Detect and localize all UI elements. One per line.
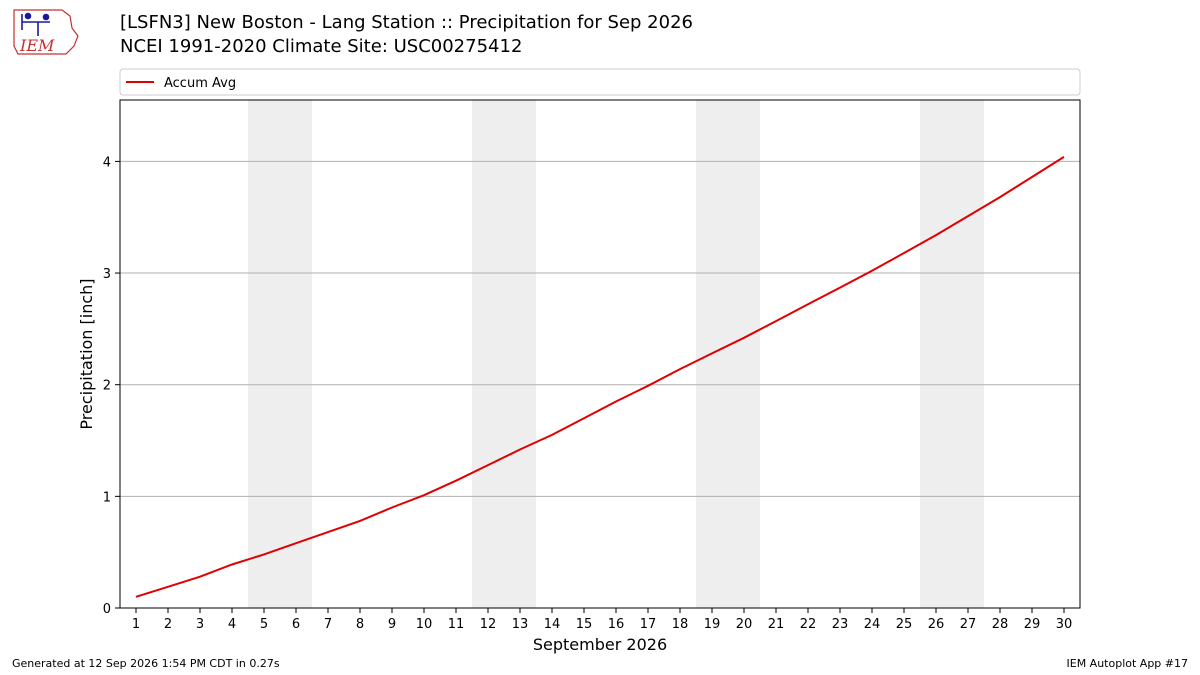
x-tick-label: 3 [196, 617, 204, 632]
logo-text: IEM [19, 36, 55, 55]
x-tick-label: 19 [704, 617, 721, 632]
x-tick-label: 14 [544, 617, 561, 632]
x-axis-ticks: 1 2 3 4 5 6 7 8 9 10 11 12 13 14 15 16 17 18 19 20 21 22 23 24 2… [132, 608, 1072, 632]
weekend-bands [248, 100, 984, 608]
x-tick-label: 24 [864, 617, 881, 632]
x-tick-label: 27 [960, 617, 977, 632]
legend: Accum Avg [119, 68, 1081, 96]
weekend-band [696, 100, 760, 608]
legend-box [119, 68, 1081, 96]
x-tick-label: 12 [480, 617, 497, 632]
chart-title: [LSFN3] New Boston - Lang Station :: Pre… [120, 12, 693, 33]
grid-lines [120, 160, 1080, 497]
generated-timestamp: Generated at 12 Sep 2026 1:54 PM CDT in … [12, 657, 280, 670]
x-tick-label: 2 [164, 617, 172, 632]
x-tick-label: 23 [832, 617, 849, 632]
y-tick-label: 1 [103, 490, 111, 505]
plot-frame [119, 99, 1081, 609]
series-line [135, 156, 1065, 598]
y-tick-label: 4 [103, 155, 111, 170]
series-layer [135, 156, 1065, 598]
x-tick-label: 22 [800, 617, 817, 632]
x-tick-label: 25 [896, 617, 913, 632]
x-axis-label: September 2026 [533, 635, 667, 654]
y-tick-label: 3 [103, 267, 111, 282]
chart-subtitle: NCEI 1991-2020 Climate Site: USC00275412 [120, 36, 523, 57]
x-tick-label: 29 [1024, 617, 1041, 632]
y-tick-label: 0 [103, 602, 111, 617]
y-axis-label: Precipitation [inch] [77, 278, 96, 429]
x-tick-label: 30 [1056, 617, 1073, 632]
x-tick-label: 28 [992, 617, 1009, 632]
x-tick-label: 20 [736, 617, 753, 632]
weekend-band [472, 100, 536, 608]
x-tick-label: 15 [576, 617, 593, 632]
legend-label: Accum Avg [164, 76, 236, 91]
x-tick-label: 13 [512, 617, 529, 632]
y-axis-ticks: 0 1 2 3 4 [103, 155, 120, 617]
x-tick-label: 9 [388, 617, 396, 632]
x-tick-label: 4 [228, 617, 236, 632]
weekend-band [920, 100, 984, 608]
y-tick-label: 2 [103, 379, 111, 394]
x-tick-label: 6 [292, 617, 300, 632]
app-label: IEM Autoplot App #17 [1066, 657, 1189, 670]
x-tick-label: 17 [640, 617, 657, 632]
x-tick-label: 5 [260, 617, 268, 632]
x-tick-label: 11 [448, 617, 465, 632]
x-tick-label: 26 [928, 617, 945, 632]
x-tick-label: 10 [416, 617, 433, 632]
iem-logo: IEM [13, 9, 79, 55]
x-tick-label: 7 [324, 617, 332, 632]
x-tick-label: 21 [768, 617, 785, 632]
x-tick-label: 8 [356, 617, 364, 632]
weekend-band [248, 100, 312, 608]
x-tick-label: 1 [132, 617, 140, 632]
x-tick-label: 16 [608, 617, 625, 632]
x-tick-label: 18 [672, 617, 689, 632]
